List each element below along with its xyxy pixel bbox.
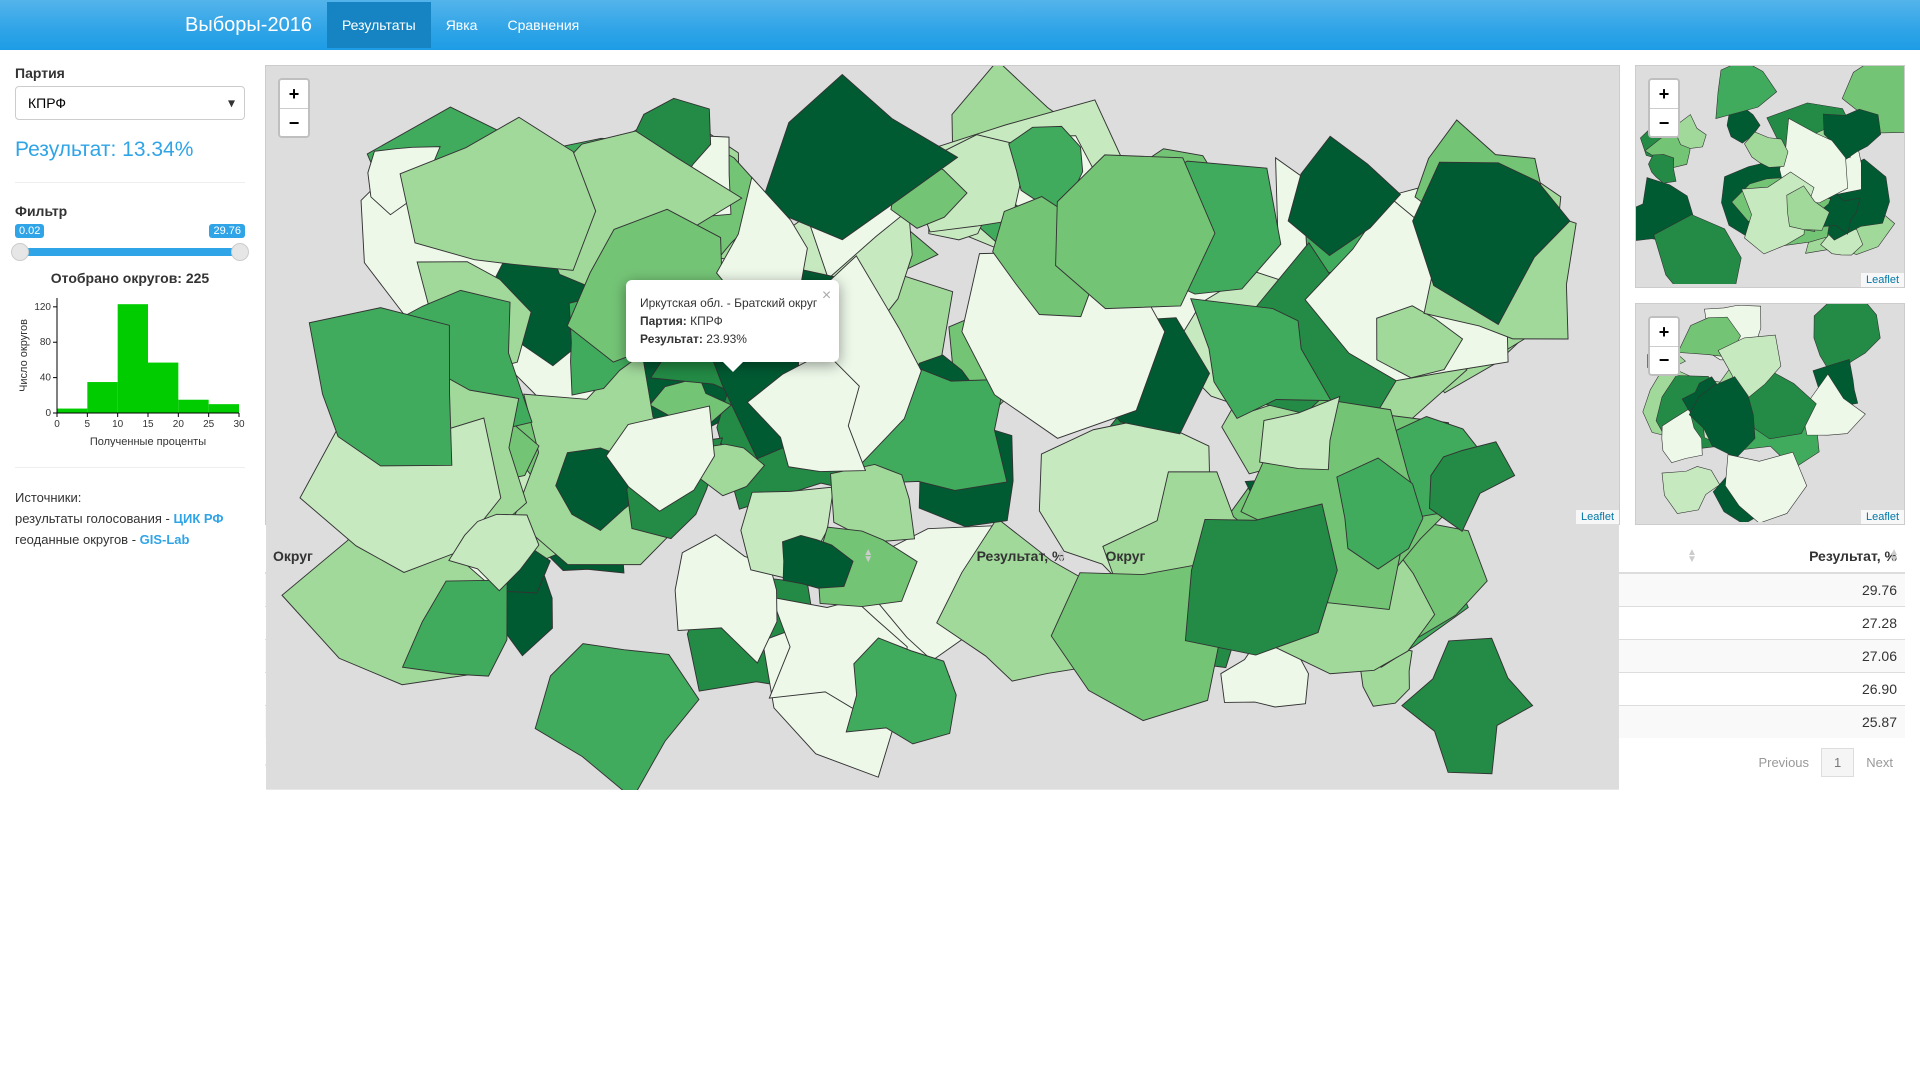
zoom-in-button[interactable]: +: [280, 80, 308, 108]
brand[interactable]: Выборы-2016: [15, 14, 327, 37]
cell-result: 26.90: [1703, 673, 1905, 706]
svg-text:20: 20: [173, 419, 185, 430]
source-link-cik[interactable]: ЦИК РФ: [173, 511, 223, 526]
popup-title: Иркутская обл. - Братский округ: [640, 294, 817, 312]
sidebar: Партия КПРФ ▾ Результат: 13.34% Фильтр 0…: [15, 65, 245, 777]
source1-prefix: результаты голосования -: [15, 511, 173, 526]
zoom-in-button[interactable]: +: [1650, 318, 1678, 346]
popup-party-value: КПРФ: [690, 314, 723, 328]
cell-result: 27.06: [1703, 640, 1905, 673]
cell-result: 27.28: [1703, 607, 1905, 640]
zoom-control: + −: [1648, 316, 1680, 376]
cell-result: 29.76: [1703, 573, 1905, 607]
popup-result-value: 23.93%: [706, 332, 747, 346]
prev-button[interactable]: Previous: [1746, 749, 1821, 776]
map-attribution[interactable]: Leaflet: [1576, 510, 1619, 524]
col-result[interactable]: Результат, %▲▼: [879, 540, 1072, 573]
svg-text:30: 30: [233, 419, 245, 430]
navbar: Выборы-2016 Результаты Явка Сравнения: [0, 0, 1920, 50]
range-slider[interactable]: 0.02 29.76: [15, 224, 245, 256]
zoom-out-button[interactable]: −: [280, 108, 308, 136]
divider: [15, 467, 245, 468]
sort-icon: ▲▼: [863, 549, 873, 563]
party-label: Партия: [15, 65, 245, 81]
slider-handle-min[interactable]: [11, 243, 29, 261]
slider-max-badge: 29.76: [209, 224, 245, 238]
svg-text:Полученные проценты: Полученные проценты: [90, 436, 206, 447]
svg-text:120: 120: [34, 302, 51, 313]
zoom-out-button[interactable]: −: [1650, 346, 1678, 374]
zoom-control: + −: [1648, 78, 1680, 138]
zoom-control: + −: [278, 78, 310, 138]
map-popup: × Иркутская обл. - Братский округ Партия…: [626, 280, 839, 362]
cell-result: 25.87: [1703, 706, 1905, 739]
svg-text:80: 80: [40, 337, 52, 348]
sort-icon: ▲▼: [1889, 549, 1899, 563]
sources: Источники: результаты голосования - ЦИК …: [15, 488, 245, 550]
sort-icon: ▲▼: [1687, 549, 1697, 563]
col-result[interactable]: Результат, %▲▼: [1703, 540, 1905, 573]
slider-handle-max[interactable]: [231, 243, 249, 261]
map-attribution[interactable]: Leaflet: [1861, 510, 1904, 524]
nav-tabs: Результаты Явка Сравнения: [327, 0, 594, 50]
map-attribution[interactable]: Leaflet: [1861, 273, 1904, 287]
popup-party-label: Партия:: [640, 314, 687, 328]
divider: [15, 182, 245, 183]
close-icon[interactable]: ×: [822, 284, 831, 308]
pager: Previous 1 Next: [1746, 748, 1905, 777]
tab-compare[interactable]: Сравнения: [492, 2, 594, 48]
svg-text:0: 0: [54, 419, 60, 430]
svg-text:5: 5: [85, 419, 91, 430]
party-select[interactable]: КПРФ: [15, 86, 245, 120]
zoom-in-button[interactable]: +: [1650, 80, 1678, 108]
zoom-out-button[interactable]: −: [1650, 108, 1678, 136]
source2-prefix: геоданные округов -: [15, 532, 140, 547]
next-button[interactable]: Next: [1854, 749, 1905, 776]
svg-text:25: 25: [203, 419, 215, 430]
col-district[interactable]: Округ▲▼: [1098, 540, 1703, 573]
result-text: Результат: 13.34%: [15, 138, 245, 162]
svg-text:40: 40: [40, 373, 52, 384]
popup-result-label: Результат:: [640, 332, 703, 346]
histogram-title: Отобрано округов: 225: [15, 270, 245, 286]
tab-turnout[interactable]: Явка: [431, 2, 493, 48]
page-number[interactable]: 1: [1821, 748, 1854, 777]
filter-label: Фильтр: [15, 203, 245, 219]
sources-label: Источники:: [15, 488, 245, 509]
map-moscow[interactable]: + − Leaflet: [1635, 65, 1905, 288]
col-district[interactable]: Округ▲▼: [265, 540, 879, 573]
svg-text:10: 10: [112, 419, 124, 430]
svg-text:Число округов: Число округов: [18, 319, 30, 392]
svg-text:15: 15: [142, 419, 154, 430]
tab-results[interactable]: Результаты: [327, 2, 431, 48]
svg-text:0: 0: [45, 408, 51, 419]
slider-min-badge: 0.02: [15, 224, 44, 238]
sort-icon: ▲▼: [1057, 549, 1067, 563]
map-russia[interactable]: + − × Иркутская обл. - Братский округ Па…: [265, 65, 1620, 525]
map-spb[interactable]: + − Leaflet: [1635, 303, 1905, 526]
source-link-gislab[interactable]: GIS-Lab: [140, 532, 190, 547]
histogram-chart: 0 40 80 120 0 5 10 15 20 25 30 Полученные проценты Ч…: [15, 292, 245, 447]
